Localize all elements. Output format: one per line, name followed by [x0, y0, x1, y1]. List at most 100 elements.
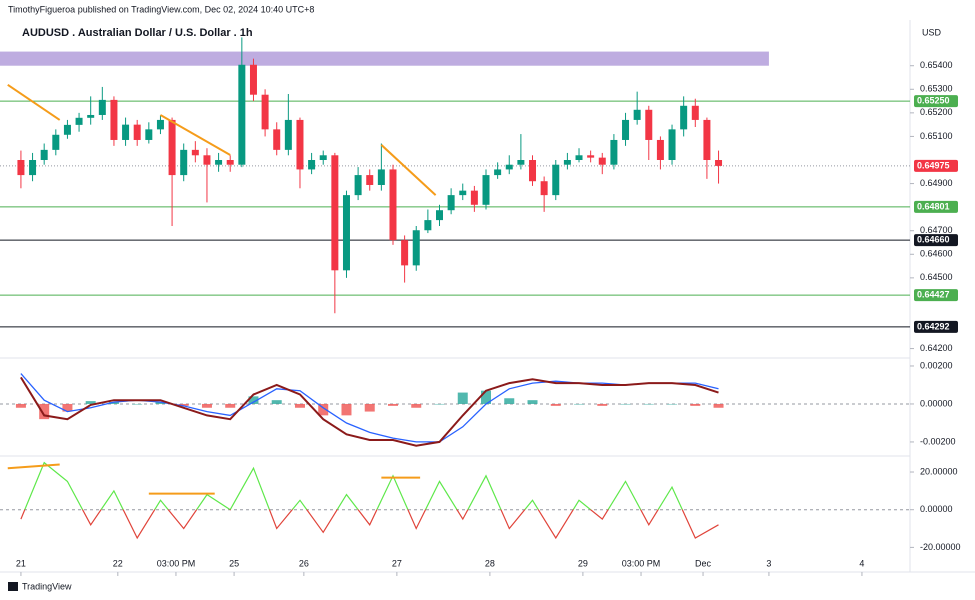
x-tick-label: 27 [392, 558, 402, 568]
level-label: 0.64975 [917, 160, 950, 170]
y-tick-label: 0.65300 [920, 84, 953, 94]
y-tick-label: 20.00000 [920, 466, 958, 476]
candle-body [494, 169, 502, 176]
macd-line [20, 376, 719, 447]
x-tick-label: 28 [485, 558, 495, 568]
candle-body [482, 175, 490, 205]
histogram-bar [597, 403, 608, 406]
x-tick-label: 03:00 PM [622, 558, 661, 568]
histogram-bar [550, 403, 561, 406]
histogram-bar [155, 402, 166, 404]
histogram-bar [248, 396, 259, 404]
histogram-bar [294, 403, 305, 408]
x-tick-label: 29 [578, 558, 588, 568]
level-label: 0.65250 [917, 95, 950, 105]
candle-body [342, 195, 350, 271]
histogram-bar [225, 403, 236, 408]
histogram-bar [341, 403, 352, 416]
histogram-bar [667, 403, 678, 405]
histogram-bar [271, 400, 282, 404]
candle-body [552, 164, 560, 196]
candle-body [680, 105, 688, 130]
level-label: 0.64660 [917, 235, 950, 245]
y-tick-label: 0.00000 [920, 398, 953, 408]
candle-body [401, 240, 409, 266]
trendline [7, 83, 61, 121]
candle-body [447, 195, 455, 211]
candle-body [308, 160, 316, 170]
x-tick-label: 21 [16, 558, 26, 568]
candle-body [668, 129, 676, 160]
candle-body [517, 160, 525, 165]
histogram-bar [178, 403, 189, 406]
candle-body [296, 119, 304, 170]
candle-body [98, 99, 106, 115]
histogram-bar [690, 403, 701, 406]
candle-body [366, 175, 374, 185]
candle-body [52, 134, 60, 150]
histogram-bar [364, 403, 375, 412]
histogram-bar [527, 400, 538, 404]
histogram-bar [318, 403, 329, 416]
candle-body [354, 175, 362, 196]
publisher: TimothyFigueroa published on TradingView… [8, 4, 314, 14]
candle-body [645, 109, 653, 140]
candle-body [180, 149, 188, 176]
histogram-bar [620, 403, 631, 405]
candle-body [215, 160, 223, 165]
candle-body [563, 160, 571, 165]
candle-body [226, 160, 234, 165]
histogram-bar [457, 392, 468, 404]
candle-body [29, 160, 37, 176]
candle-body [540, 181, 548, 196]
y-tick-label: 0.65200 [920, 107, 953, 117]
x-tick-label: 25 [229, 558, 239, 568]
candle-body [703, 119, 711, 160]
candle-body [656, 139, 664, 160]
y-tick-label: 0.64600 [920, 249, 953, 259]
histogram-bar [387, 403, 398, 406]
y-tick-label: 0.65100 [920, 131, 953, 141]
y-tick-label: 0.64700 [920, 225, 953, 235]
candle-body [622, 119, 630, 140]
candle-body [133, 124, 141, 140]
candle-body [63, 124, 71, 135]
level-badge [914, 320, 958, 333]
histogram-bar [108, 402, 119, 404]
candle-body [122, 124, 130, 140]
x-tick-label: 3 [766, 558, 771, 568]
level-label: 0.64427 [917, 289, 950, 299]
candle-body [156, 119, 164, 130]
x-tick-label: Dec [695, 558, 712, 568]
candle-body [331, 155, 339, 271]
histogram-bar [574, 403, 585, 405]
y-tick-label: -0.00200 [920, 436, 956, 446]
candle-body [17, 160, 25, 176]
oscillator-line [20, 461, 719, 540]
candle-body [319, 155, 327, 160]
y-tick-label: 0.64900 [920, 178, 953, 188]
candle-body [505, 164, 513, 170]
candle-body [40, 149, 48, 160]
histogram-bar [481, 390, 492, 404]
candle-body [459, 190, 467, 196]
candle-body [203, 155, 211, 165]
logo [8, 582, 18, 591]
histogram-bar [504, 398, 515, 404]
candle-body [377, 169, 385, 185]
x-tick-label: 26 [299, 558, 309, 568]
y-tick-label: 0.64500 [920, 272, 953, 282]
y-tick-label: 0.00000 [920, 504, 953, 514]
x-tick-label: 4 [859, 558, 864, 568]
candle-body [633, 109, 641, 120]
y-tick-label: 0.65400 [920, 60, 953, 70]
candle-body [273, 129, 281, 150]
level-label: 0.64801 [917, 201, 950, 211]
level-label: 0.64292 [917, 321, 950, 331]
histogram-bar [201, 403, 212, 408]
histogram-bar [713, 403, 724, 408]
level-badge [914, 289, 958, 302]
candle-body [249, 64, 257, 95]
